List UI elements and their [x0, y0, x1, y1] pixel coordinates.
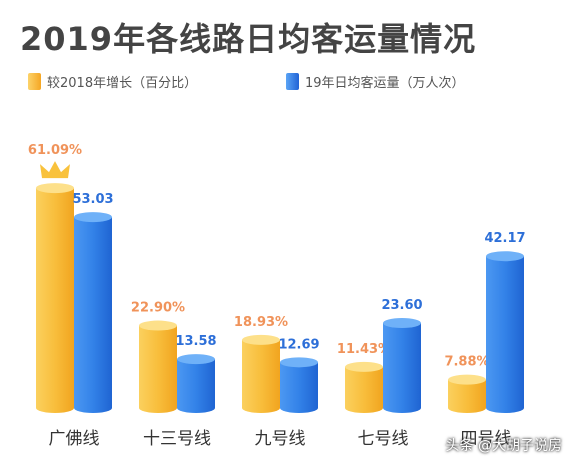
data-label-growth-3: 11.43%: [337, 342, 391, 357]
data-label-ridership-4: 42.17: [484, 231, 525, 246]
crown-icon: [40, 161, 70, 179]
data-label-growth-2: 18.93%: [234, 315, 288, 330]
bar-growth-4: [448, 379, 486, 413]
legend-item-ridership: 19年日均客运量（万人次）: [286, 72, 465, 91]
category-label-2: 九号线: [255, 429, 306, 449]
bar-cap-ridership-2: [280, 357, 318, 368]
category-label-4: 四号线: [461, 429, 512, 449]
data-label-growth-4: 7.88%: [444, 355, 489, 370]
bar-cap-ridership-3: [383, 318, 421, 329]
bar-cap-growth-2: [242, 334, 280, 345]
bar-growth-3: [345, 366, 383, 413]
bar-growth-0: [36, 188, 74, 413]
category-label-3: 七号线: [358, 429, 409, 449]
bar-ridership-3: [383, 323, 421, 413]
bar-cap-growth-3: [345, 361, 383, 372]
bar-ridership-1: [177, 359, 215, 413]
bar-cap-ridership-0: [74, 212, 112, 223]
bar-ridership-0: [74, 217, 112, 413]
data-label-ridership-0: 53.03: [72, 192, 113, 207]
chart-title: 2019年各线路日均客运量情况: [20, 20, 477, 58]
data-label-growth-1: 22.90%: [131, 301, 185, 316]
bar-ridership-4: [486, 256, 524, 413]
bar-cap-ridership-4: [486, 251, 524, 262]
data-label-growth-0: 61.09%: [28, 143, 82, 158]
data-label-ridership-2: 12.69: [278, 337, 319, 352]
bar-cap-growth-1: [139, 320, 177, 331]
bar-growth-2: [242, 339, 280, 413]
bar-growth-1: [139, 325, 177, 413]
legend-item-growth: 较2018年增长（百分比）: [28, 72, 197, 91]
bar-cap-growth-0: [36, 183, 74, 194]
bar-cap-ridership-1: [177, 354, 215, 365]
legend-label-ridership: 19年日均客运量（万人次）: [305, 76, 465, 91]
bar-cap-growth-4: [448, 374, 486, 385]
category-label-1: 十三号线: [143, 429, 211, 449]
category-label-0: 广佛线: [49, 429, 100, 449]
legend-swatch-orange: [28, 73, 41, 90]
legend-swatch-blue: [286, 73, 299, 90]
data-label-ridership-1: 13.58: [175, 334, 216, 349]
bar-ridership-2: [280, 362, 318, 413]
watermark: 头条 @大胡子说房: [445, 438, 562, 454]
legend-label-growth: 较2018年增长（百分比）: [47, 76, 198, 91]
data-label-ridership-3: 23.60: [381, 298, 422, 313]
